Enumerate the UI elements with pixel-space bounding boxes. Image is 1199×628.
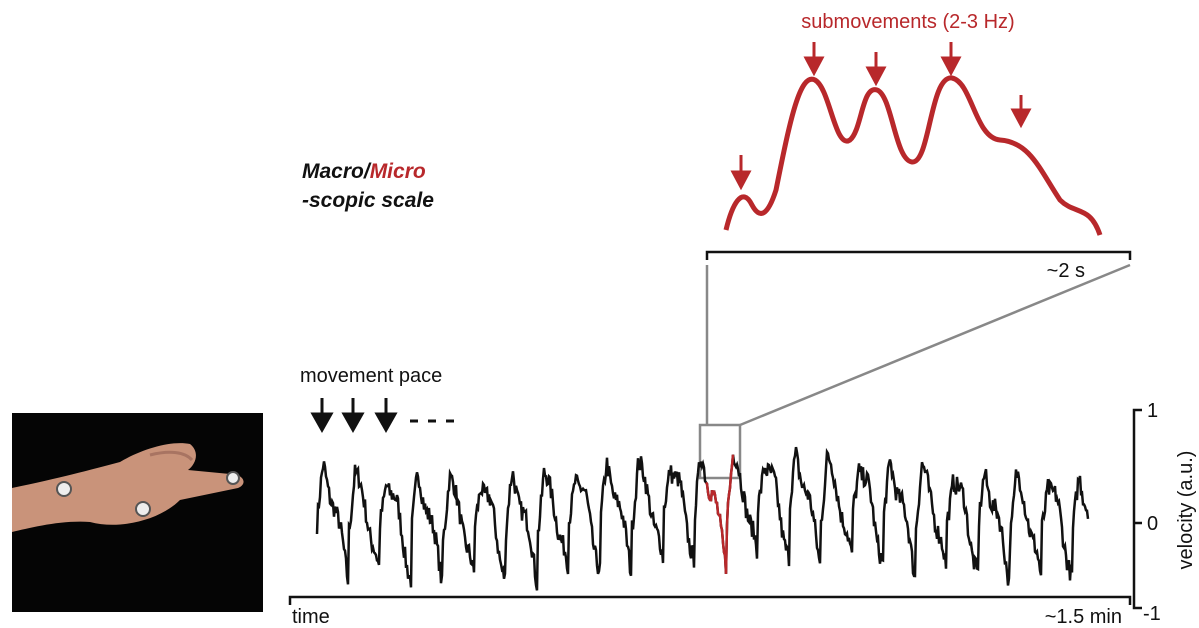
highlighted-trace bbox=[705, 454, 735, 574]
velocity-label: velocity (a.u.) bbox=[1175, 451, 1197, 570]
velocity-axis bbox=[1132, 408, 1142, 610]
velocity-tick: -1 bbox=[1143, 603, 1161, 625]
pace-arrows bbox=[310, 398, 454, 434]
title-macro: Macro/ bbox=[302, 160, 372, 183]
submovement-arrows bbox=[730, 42, 1032, 191]
velocity-tick: 0 bbox=[1147, 513, 1158, 535]
submovements-label: submovements (2-3 Hz) bbox=[801, 11, 1014, 33]
time-label: time bbox=[292, 606, 330, 628]
zoomed-trace bbox=[723, 75, 1103, 236]
title-scopic: -scopic scale bbox=[302, 189, 434, 212]
title-micro: Micro bbox=[370, 160, 426, 183]
velocity-trace bbox=[315, 446, 1090, 591]
zoom-duration: ~2 s bbox=[1047, 260, 1085, 282]
zoom-scale-bar bbox=[705, 250, 1132, 260]
time-bar bbox=[288, 595, 1132, 605]
total-duration: ~1.5 min bbox=[1045, 606, 1122, 628]
movement-pace-label: movement pace bbox=[300, 365, 442, 387]
hand-photo bbox=[12, 413, 263, 612]
title-line: Macro/Micro bbox=[302, 160, 426, 183]
velocity-tick: 1 bbox=[1147, 400, 1158, 422]
zoom-lines bbox=[698, 263, 1131, 480]
